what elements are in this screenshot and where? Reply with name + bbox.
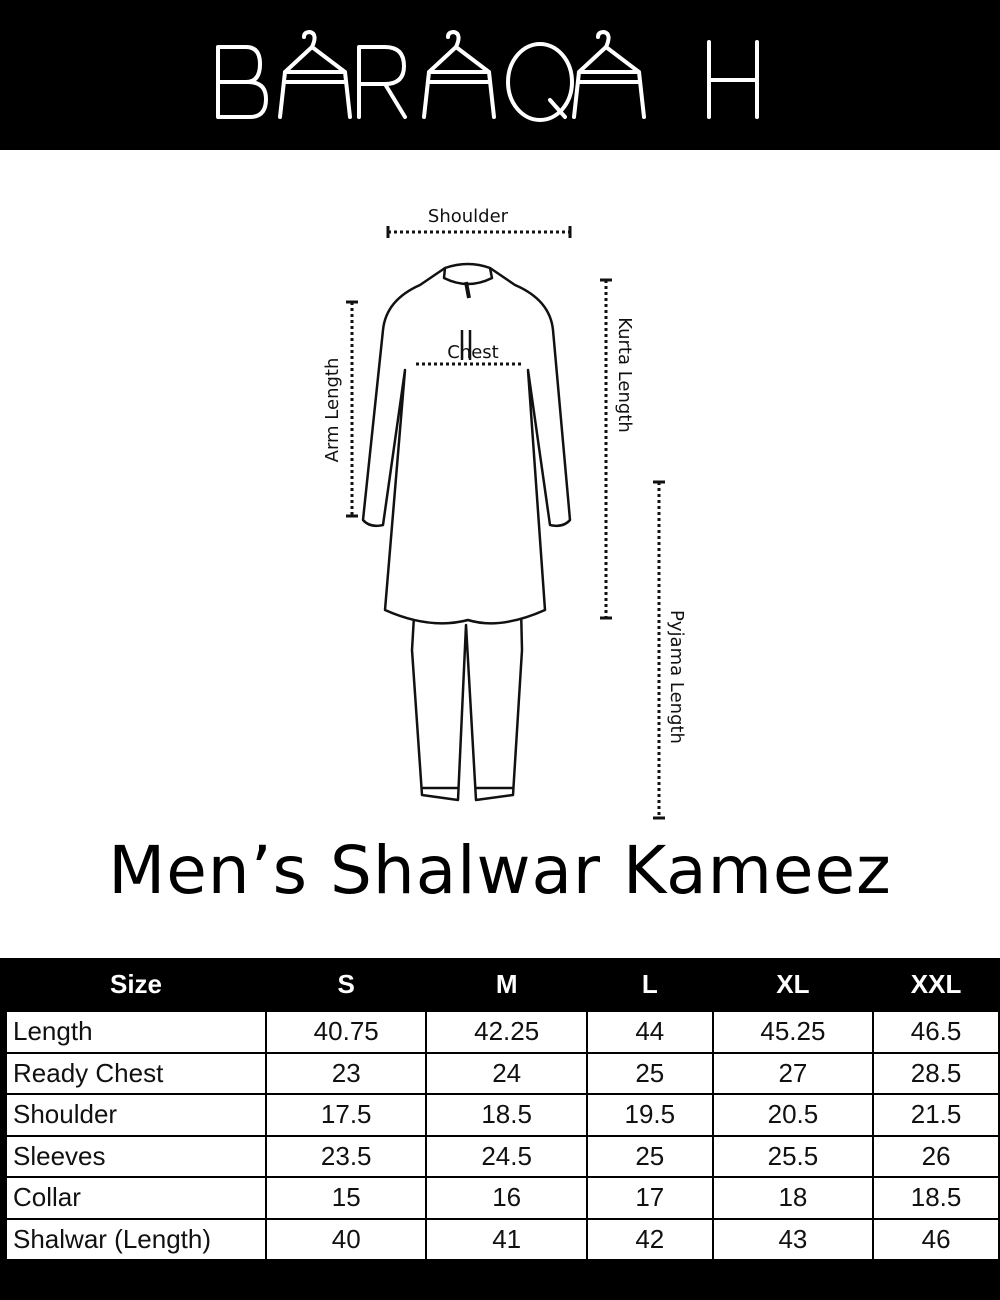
kurta-pajama-illustration: Shoulder Chest Arm Length Kurta Length P… [322,206,687,820]
size-table: Size S M L XL XXL Length 40.75 42.25 44 45.2… [5,958,1000,1261]
table-cell: 24.5 [425,1134,588,1178]
table-cell: 27 [711,1051,875,1095]
table-cell: 42 [585,1217,714,1261]
table-cell: 45.25 [711,1010,875,1054]
table-row: Shalwar (Length) 40 41 42 43 46 [5,1217,1000,1261]
size-chart: Size S M L XL XXL Length 40.75 42.25 44 45.2… [0,958,1000,1300]
column-header: S [337,968,355,999]
table-cell: 19.5 [585,1093,714,1137]
column-header: XXL [910,968,962,999]
table-cell: 17.5 [264,1093,428,1137]
row-label: Shalwar (Length) [5,1217,267,1261]
table-cell: 16 [425,1176,588,1220]
shoulder-label: Shoulder [428,206,509,227]
table-cell: 17 [585,1176,714,1220]
kurta-length-label: Kurta Length [614,317,635,433]
table-cell: 28.5 [872,1051,1000,1095]
brand-logo [216,30,759,122]
table-cell: 25 [585,1051,714,1095]
table-cell: 20.5 [711,1093,875,1137]
table-cell: 42.25 [425,1010,588,1054]
kurta-outline [361,266,572,625]
table-cell: 23.5 [264,1134,428,1178]
table-cell: 43 [711,1217,875,1261]
column-header: M [495,968,518,999]
row-label: Shoulder [5,1093,267,1137]
pyjama-length-label: Pyjama Length [666,610,687,744]
table-cell: 18.5 [425,1093,588,1137]
arm-length-label: Arm Length [322,358,343,463]
table-cell: 46.5 [872,1010,1000,1054]
table-row: Ready Chest 23 24 25 27 28.5 [5,1051,1000,1095]
column-header: XL [776,968,810,999]
table-row: Sleeves 23.5 24.5 25 25.5 26 [5,1134,1000,1178]
row-label: Length [5,1010,267,1054]
table-cell: 25.5 [711,1134,875,1178]
table-cell: 25 [585,1134,714,1178]
column-header: Size [109,968,163,999]
table-cell: 40.75 [264,1010,428,1054]
table-row: Length 40.75 42.25 44 45.25 46.5 [5,1010,1000,1054]
row-label: Ready Chest [5,1051,267,1095]
table-cell: 44 [585,1010,714,1054]
row-label: Collar [5,1176,267,1220]
column-header: L [641,968,658,999]
table-cell: 40 [264,1217,428,1261]
row-label: Sleeves [5,1134,267,1178]
table-cell: 41 [425,1217,588,1261]
table-header-row: Size S M L XL XXL [6,958,999,1011]
brand-header [0,0,1000,150]
table-cell: 18 [711,1176,875,1220]
table-row: Collar 15 16 17 18 18.5 [5,1176,1000,1220]
table-cell: 46 [872,1217,1000,1261]
table-cell: 26 [872,1134,1000,1178]
chest-label: Chest [447,342,499,363]
garment-diagram: Shoulder Chest Arm Length Kurta Length P… [0,150,1000,840]
table-cell: 23 [264,1051,428,1095]
table-cell: 24 [425,1051,588,1095]
table-cell: 21.5 [872,1093,1000,1137]
table-cell: 18.5 [872,1176,1000,1220]
page-title: Men’s Shalwar Kameez [108,832,892,909]
table-cell: 15 [264,1176,428,1220]
table-row: Shoulder 17.5 18.5 19.5 20.5 21.5 [5,1093,1000,1137]
